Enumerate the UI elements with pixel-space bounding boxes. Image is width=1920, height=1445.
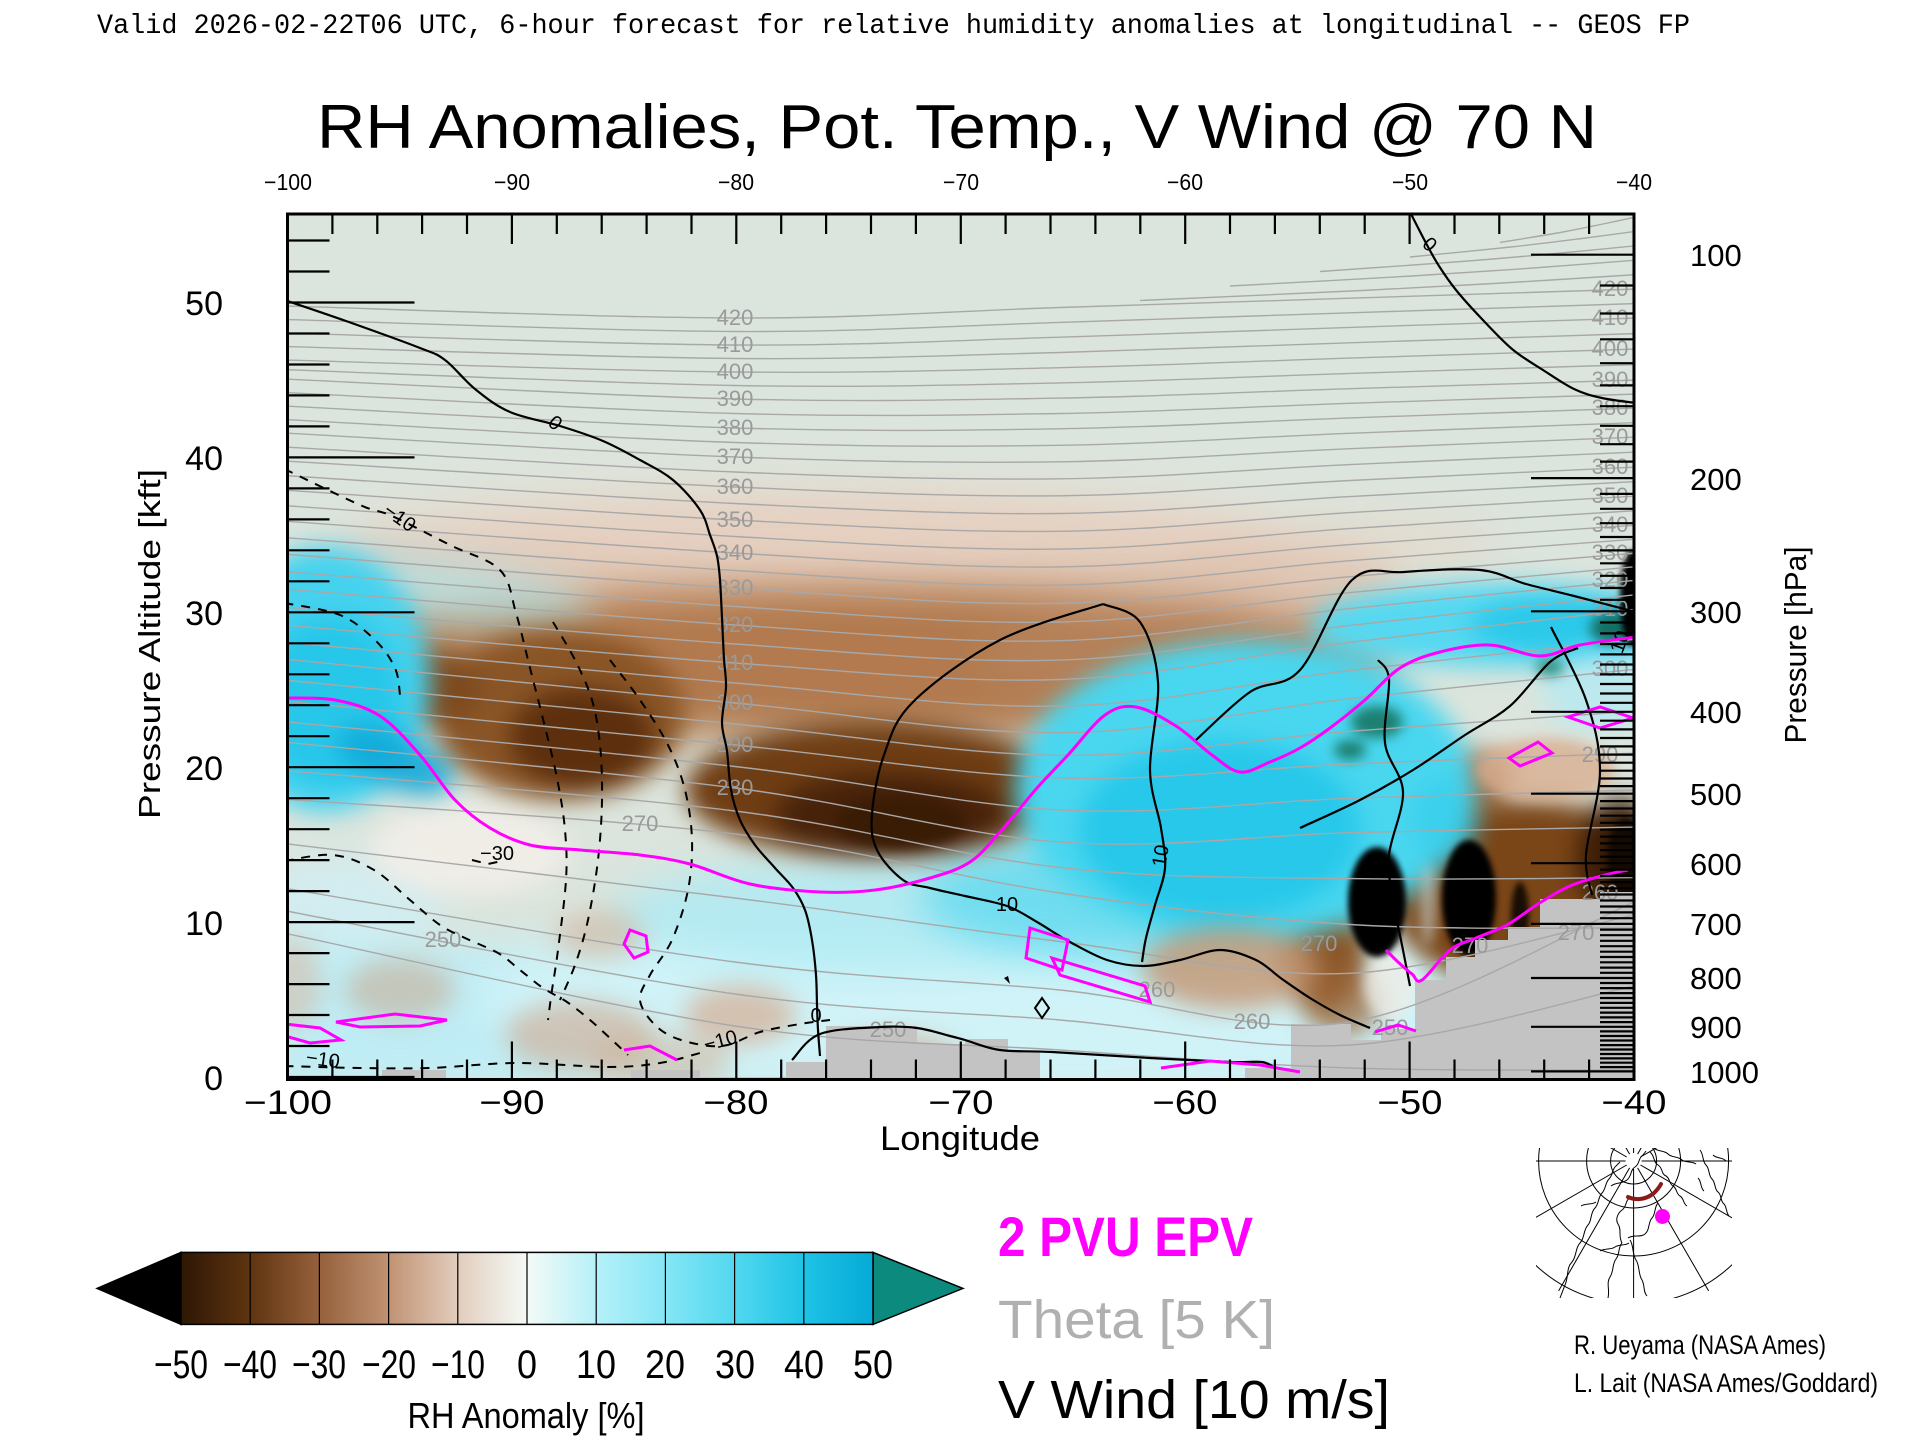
svg-text:300: 300 [1690, 595, 1742, 630]
svg-text:390: 390 [717, 386, 754, 411]
svg-text:340: 340 [717, 540, 754, 565]
svg-text:250: 250 [425, 927, 462, 952]
svg-text:370: 370 [717, 444, 754, 469]
svg-text:400: 400 [717, 359, 754, 384]
svg-text:270: 270 [1301, 931, 1338, 956]
svg-text:420: 420 [717, 305, 754, 330]
svg-text:0: 0 [810, 1005, 821, 1027]
svg-text:Pressure [hPa]: Pressure [hPa] [1778, 547, 1813, 744]
svg-text:800: 800 [1690, 961, 1742, 996]
svg-text:250: 250 [870, 1017, 907, 1042]
svg-text:30: 30 [715, 1343, 755, 1387]
svg-text:−40: −40 [223, 1343, 277, 1387]
svg-text:20: 20 [645, 1343, 685, 1387]
svg-text:−100: −100 [264, 169, 312, 195]
svg-text:100: 100 [1690, 238, 1742, 273]
svg-text:−80: −80 [718, 169, 754, 195]
svg-text:40: 40 [185, 440, 223, 478]
svg-text:Pressure Altitude [kft]: Pressure Altitude [kft] [132, 469, 167, 819]
svg-text:330: 330 [1592, 540, 1629, 565]
svg-text:400: 400 [1690, 695, 1742, 730]
svg-text:300: 300 [1592, 656, 1629, 681]
svg-text:R. Ueyama (NASA Ames): R. Ueyama (NASA Ames) [1574, 1330, 1826, 1360]
svg-text:330: 330 [717, 575, 754, 600]
svg-text:0: 0 [204, 1060, 223, 1098]
svg-text:−20: −20 [362, 1343, 416, 1387]
svg-text:310: 310 [717, 650, 754, 675]
svg-text:10: 10 [1148, 843, 1174, 869]
svg-text:−70: −70 [943, 169, 979, 195]
svg-text:50: 50 [185, 285, 223, 323]
svg-text:−60: −60 [1153, 1084, 1218, 1122]
svg-text:380: 380 [717, 415, 754, 440]
svg-text:410: 410 [1592, 305, 1629, 330]
svg-text:−30: −30 [292, 1343, 346, 1387]
svg-text:−90: −90 [480, 1084, 545, 1122]
svg-text:RH Anomalies, Pot. Temp., V Wi: RH Anomalies, Pot. Temp., V Wind @ 70 N [317, 93, 1597, 162]
svg-text:200: 200 [1690, 462, 1742, 497]
svg-text:390: 390 [1592, 367, 1629, 392]
svg-text:10: 10 [576, 1343, 616, 1387]
svg-text:−40: −40 [1616, 169, 1652, 195]
svg-text:900: 900 [1690, 1010, 1742, 1045]
svg-text:−50: −50 [1378, 1084, 1443, 1122]
svg-text:−90: −90 [494, 169, 530, 195]
svg-text:−10: −10 [431, 1343, 485, 1387]
svg-text:−10: −10 [305, 1047, 342, 1074]
svg-text:1000: 1000 [1690, 1055, 1759, 1090]
svg-text:Valid 2026-02-22T06 UTC, 6-hou: Valid 2026-02-22T06 UTC, 6-hour forecast… [97, 11, 1690, 42]
svg-text:−70: −70 [929, 1084, 994, 1122]
svg-text:270: 270 [622, 811, 659, 836]
svg-text:10: 10 [185, 905, 223, 943]
svg-text:350: 350 [1592, 483, 1629, 508]
svg-text:−100: −100 [244, 1084, 332, 1122]
svg-text:30: 30 [185, 595, 223, 633]
svg-text:RH Anomaly [%]: RH Anomaly [%] [408, 1395, 645, 1436]
svg-text:280: 280 [717, 775, 754, 800]
svg-text:500: 500 [1690, 777, 1742, 812]
svg-text:260: 260 [1234, 1009, 1271, 1034]
svg-text:410: 410 [717, 332, 754, 357]
svg-text:260: 260 [1139, 977, 1176, 1002]
svg-text:−40: −40 [1602, 1084, 1667, 1122]
svg-text:360: 360 [1592, 454, 1629, 479]
svg-text:700: 700 [1690, 907, 1742, 942]
svg-text:10: 10 [996, 894, 1018, 916]
svg-text:420: 420 [1592, 276, 1629, 301]
svg-text:40: 40 [784, 1343, 824, 1387]
svg-text:600: 600 [1690, 847, 1742, 882]
svg-text:−60: −60 [1167, 169, 1203, 195]
svg-text:V Wind [10 m/s]: V Wind [10 m/s] [998, 1370, 1390, 1430]
svg-text:Theta [5 K]: Theta [5 K] [998, 1290, 1275, 1350]
svg-text:−50: −50 [154, 1343, 208, 1387]
svg-text:50: 50 [853, 1343, 893, 1387]
svg-text:290: 290 [717, 732, 754, 757]
svg-text:20: 20 [185, 750, 223, 788]
svg-text:360: 360 [717, 474, 754, 499]
svg-text:−50: −50 [1392, 169, 1428, 195]
svg-text:Longitude: Longitude [880, 1120, 1040, 1158]
svg-text:350: 350 [717, 507, 754, 532]
svg-text:−80: −80 [704, 1084, 769, 1122]
svg-text:L. Lait (NASA Ames/Goddard): L. Lait (NASA Ames/Goddard) [1574, 1368, 1878, 1398]
svg-text:2 PVU EPV: 2 PVU EPV [998, 1205, 1253, 1268]
svg-text:340: 340 [1592, 512, 1629, 537]
svg-text:0: 0 [517, 1343, 537, 1387]
svg-text:−30: −30 [480, 843, 514, 865]
